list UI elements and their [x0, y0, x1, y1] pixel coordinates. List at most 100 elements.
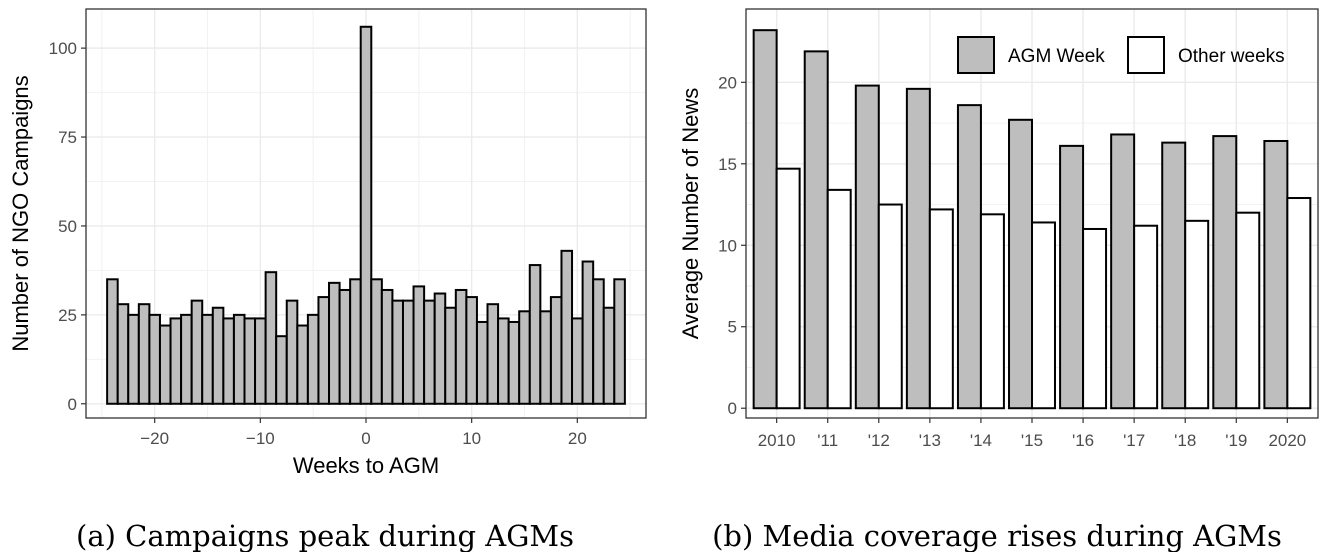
bar-agm-week-5: [1008, 118, 1034, 410]
bar-agm-week-0: [752, 29, 778, 410]
bar-week--4: [317, 296, 331, 405]
bar-week--24: [106, 278, 119, 405]
bar-week--10: [254, 317, 267, 405]
bar-week--3: [328, 281, 341, 405]
x-tick-label: '14: [970, 431, 992, 450]
bar-week-6: [423, 299, 436, 405]
x-tick-label: '16: [1072, 431, 1094, 450]
panel-b-x-axis: 2010 '11 '12 '13 '14 '15 '16 '17 '18 '19 2020: [758, 418, 1306, 450]
bar-week--18: [169, 317, 183, 405]
bar-week--22: [127, 313, 140, 405]
bar-other-weeks-5: [1031, 221, 1056, 410]
bar-week-16: [528, 264, 542, 405]
y-tick-label: 25: [58, 306, 77, 325]
bar-week--8: [275, 335, 288, 405]
x-tick-label: 20: [568, 429, 587, 448]
x-tick-label: '19: [1225, 431, 1247, 450]
bar-week--7: [285, 299, 299, 405]
bar-other-weeks-10: [1286, 197, 1312, 410]
bar-other-weeks-4: [979, 213, 1005, 410]
bar-week-18: [549, 296, 563, 405]
bar-agm-week-6: [1059, 144, 1085, 410]
y-tick-label: 0: [68, 395, 77, 414]
legend-label-other-weeks: Other weeks: [1178, 46, 1285, 67]
y-tick-label: 20: [718, 73, 737, 92]
bar-other-weeks-9: [1235, 211, 1261, 410]
bar-week-24: [613, 278, 626, 405]
y-tick-label: 10: [718, 236, 737, 255]
bar-week--14: [211, 306, 225, 405]
x-tick-label: '18: [1174, 431, 1196, 450]
x-tick-label: 2010: [758, 431, 796, 450]
panel-b-media-chart: 0 5 10 15 20 2010 '11 '12 '13 '14 '15 '16 '17 '18 '19…: [678, 8, 1319, 552]
bar-week--19: [158, 324, 172, 405]
bar-other-weeks-2: [877, 203, 903, 410]
bar-week--5: [306, 313, 320, 405]
y-tick-label: 75: [58, 128, 77, 147]
y-tick-label: 100: [49, 39, 77, 58]
bar-week--12: [232, 313, 246, 405]
x-tick-label: 10: [462, 429, 481, 448]
y-tick-label: 15: [718, 155, 737, 174]
bar-agm-week-4: [956, 104, 982, 410]
bar-week-21: [581, 260, 595, 405]
y-tick-label: 5: [728, 318, 737, 337]
bar-week--23: [116, 303, 130, 405]
x-tick-label: 0: [361, 429, 370, 448]
bar-week-22: [592, 278, 605, 405]
bar-week--6: [296, 324, 309, 405]
bar-week-10: [465, 296, 478, 405]
y-tick-label: 50: [58, 217, 77, 236]
panel-a-x-axis: −20 −10 0 10 20: [140, 418, 587, 448]
panel-a-campaigns-chart: 0 25 50 75 100 −20 −10 0 10 20 Number of NGO Cam…: [8, 8, 647, 552]
x-tick-label: '15: [1021, 431, 1043, 450]
bar-week-13: [497, 317, 510, 405]
bar-week--11: [243, 317, 257, 405]
bar-agm-week-3: [905, 87, 931, 410]
x-tick-label: '17: [1123, 431, 1145, 450]
bar-agm-week-7: [1110, 133, 1136, 410]
panel-a-x-axis-title: Weeks to AGM: [293, 453, 439, 478]
x-tick-label: '12: [868, 431, 890, 450]
bar-week-2: [380, 288, 394, 405]
panel-a-y-axis-title: Number of NGO Campaigns: [8, 75, 33, 351]
y-tick-label: 0: [728, 399, 737, 418]
bar-week-5: [412, 285, 426, 405]
x-tick-label: '11: [817, 431, 838, 450]
bar-week-19: [560, 249, 574, 405]
legend-key-other-weeks: [1127, 36, 1165, 74]
bar-week--20: [148, 313, 161, 405]
bar-week-20: [571, 317, 584, 405]
x-tick-label: −10: [246, 429, 275, 448]
bar-week--2: [338, 288, 352, 405]
bar-other-weeks-8: [1184, 219, 1210, 410]
bar-week--9: [264, 271, 278, 405]
panel-b-legend: AGM Week Other weeks: [957, 36, 1285, 74]
bar-week--21: [137, 303, 151, 405]
bar-week-15: [518, 310, 531, 405]
bar-week-1: [370, 278, 383, 405]
bar-other-weeks-6: [1082, 227, 1108, 410]
bar-agm-week-2: [854, 84, 880, 410]
legend-key-agm-week: [957, 36, 995, 74]
bar-other-weeks-3: [928, 208, 954, 410]
bar-week-23: [602, 306, 616, 405]
bar-week--13: [222, 317, 235, 405]
bar-week-8: [444, 306, 457, 405]
bar-week-12: [486, 303, 500, 405]
bar-agm-week-8: [1161, 141, 1187, 410]
x-tick-label: −20: [140, 429, 169, 448]
bar-week-11: [475, 320, 489, 405]
bar-week-0: [359, 25, 373, 405]
panel-b-y-axis: 0 5 10 15 20: [718, 73, 746, 418]
bar-other-weeks-1: [826, 188, 852, 410]
bar-week--1: [349, 278, 362, 405]
panel-b-bars: [752, 29, 1312, 410]
legend-label-agm-week: AGM Week: [1008, 46, 1105, 67]
bar-other-weeks-7: [1133, 224, 1159, 410]
panel-a-y-axis: 0 25 50 75 100: [49, 39, 86, 414]
bar-other-weeks-0: [775, 167, 801, 410]
x-tick-label: 2020: [1268, 431, 1306, 450]
panel-b-caption: (b) Media coverage rises during AGMs: [712, 519, 1282, 552]
